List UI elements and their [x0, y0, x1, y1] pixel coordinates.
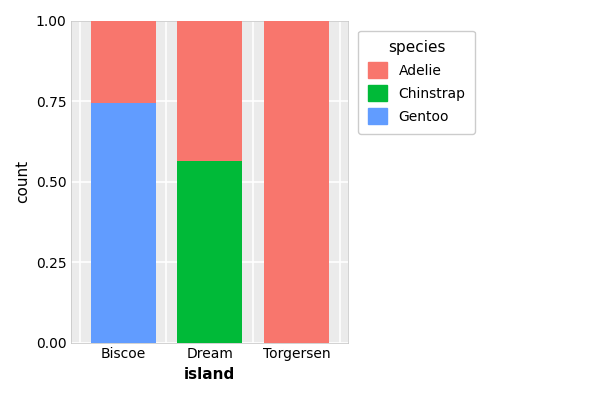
Legend: Adelie, Chinstrap, Gentoo: Adelie, Chinstrap, Gentoo: [358, 31, 475, 134]
Y-axis label: count: count: [15, 160, 30, 203]
Bar: [91, 102, 155, 343]
Bar: [177, 21, 242, 162]
Bar: [91, 21, 155, 102]
X-axis label: island: island: [184, 367, 235, 382]
Bar: [264, 21, 329, 343]
Bar: [177, 162, 242, 343]
